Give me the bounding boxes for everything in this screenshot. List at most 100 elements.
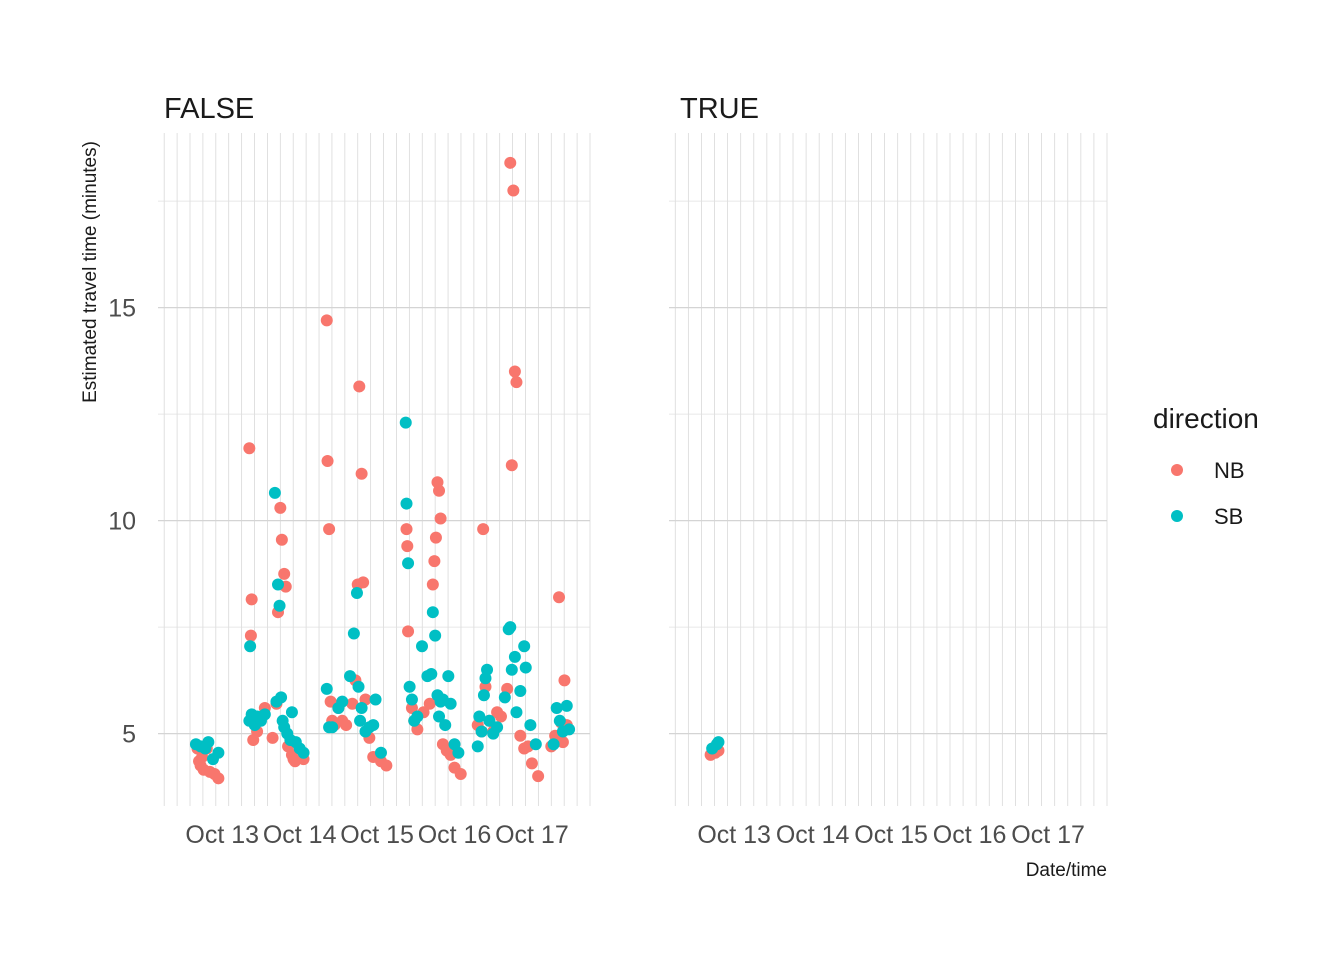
x-tick-label: Oct 14	[263, 821, 337, 849]
point-nb	[433, 484, 446, 497]
point-sb	[374, 746, 387, 759]
point-sb	[560, 699, 573, 712]
point-nb	[400, 523, 413, 536]
point-sb	[547, 738, 560, 751]
point-nb	[266, 731, 279, 744]
point-nb	[477, 523, 490, 536]
point-nb	[244, 629, 257, 642]
point-nb	[426, 578, 439, 591]
point-sb	[518, 640, 531, 653]
point-nb	[525, 757, 538, 770]
point-nb	[402, 625, 415, 638]
y-tick-label: 5	[122, 721, 136, 749]
point-sb	[439, 719, 452, 732]
point-sb	[491, 721, 504, 734]
point-sb	[524, 719, 537, 732]
point-sb	[336, 695, 349, 708]
point-sb	[273, 599, 286, 612]
point-sb	[444, 697, 457, 710]
point-sb	[426, 606, 439, 619]
point-nb	[405, 702, 418, 715]
point-sb	[275, 691, 288, 704]
x-tick-label: Oct 15	[340, 821, 414, 849]
point-sb	[442, 670, 455, 683]
point-sb	[297, 746, 310, 759]
point-sb	[355, 702, 368, 715]
point-nb	[508, 365, 521, 378]
point-nb	[245, 593, 258, 606]
y-axis-title: Estimated travel time (minutes)	[80, 141, 101, 403]
x-axis-title: Date/time	[1026, 860, 1107, 881]
point-sb	[403, 680, 416, 693]
point-nb	[212, 772, 225, 785]
point-sb	[477, 689, 490, 702]
point-nb	[323, 523, 336, 536]
point-sb	[510, 706, 523, 719]
legend-title: direction	[1153, 403, 1259, 434]
point-sb	[553, 714, 566, 727]
point-nb	[380, 759, 393, 772]
point-sb	[411, 710, 424, 723]
point-sb	[473, 710, 486, 723]
x-tick-label: Oct 17	[495, 821, 569, 849]
point-nb	[243, 442, 256, 455]
point-sb	[481, 663, 494, 676]
point-sb	[285, 706, 298, 719]
facet-strip-false: FALSE	[164, 93, 254, 125]
x-axis-ticks: Oct 13 Oct 14 Oct 15 Oct 16 Oct 17 Oct 13 Oct …	[185, 821, 1085, 849]
point-sb	[367, 719, 380, 732]
x-tick-label: Oct 16	[933, 821, 1007, 849]
point-sb	[529, 738, 542, 751]
point-sb	[563, 723, 576, 736]
point-sb	[202, 736, 215, 749]
point-nb	[532, 770, 545, 783]
point-nb	[274, 501, 287, 514]
point-sb	[429, 629, 442, 642]
point-sb	[354, 714, 367, 727]
point-sb	[471, 740, 484, 753]
point-nb	[434, 512, 447, 525]
legend: direction NB SB	[1153, 403, 1259, 529]
point-sb	[352, 680, 365, 693]
point-sb	[514, 684, 527, 697]
point-sb	[452, 746, 465, 759]
point-nb	[340, 719, 353, 732]
point-sb	[272, 578, 284, 591]
x-tick-label: Oct 16	[418, 821, 492, 849]
point-sb	[402, 557, 415, 570]
point-sb	[326, 721, 339, 734]
x-tick-label: Oct 15	[854, 821, 928, 849]
y-axis-ticks: 5 10 15	[108, 295, 136, 749]
point-sb	[350, 587, 363, 600]
point-sb	[405, 693, 418, 706]
point-sb	[498, 691, 511, 704]
legend-key-nb	[1171, 464, 1183, 476]
point-nb	[355, 467, 368, 480]
point-sb	[400, 497, 413, 510]
point-nb	[321, 454, 334, 467]
point-sb	[320, 682, 333, 695]
point-sb	[347, 627, 360, 640]
point-nb	[357, 576, 370, 589]
point-nb	[275, 533, 288, 546]
point-sb	[369, 693, 382, 706]
legend-key-sb	[1171, 510, 1183, 522]
point-sb	[504, 621, 517, 634]
point-nb	[514, 729, 527, 742]
point-nb	[401, 540, 414, 553]
legend-label-nb: NB	[1214, 458, 1245, 483]
x-tick-label: Oct 13	[185, 821, 259, 849]
point-sb	[268, 486, 281, 499]
point-sb	[344, 670, 356, 683]
point-nb	[504, 156, 517, 169]
point-nb	[553, 591, 566, 604]
point-sb	[505, 663, 518, 676]
point-sb	[433, 710, 446, 723]
point-sb	[258, 708, 271, 721]
point-sb	[550, 702, 563, 715]
point-sb	[712, 736, 725, 749]
point-nb	[505, 459, 518, 472]
panel-true	[669, 133, 1108, 806]
y-tick-label: 15	[108, 295, 136, 323]
